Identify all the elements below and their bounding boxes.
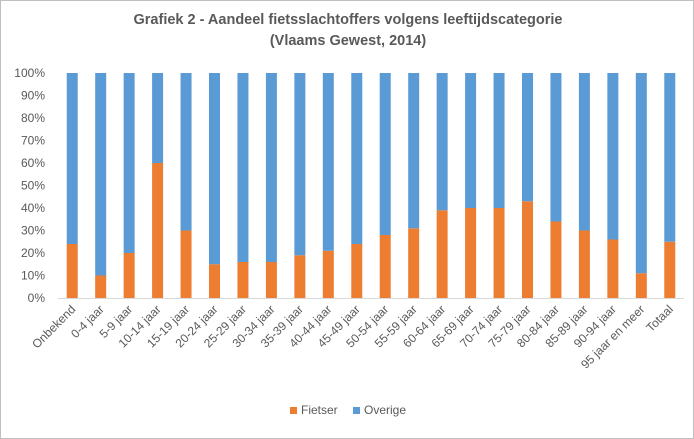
bar-overige-8 [294, 73, 306, 256]
bar-overige-5 [209, 73, 220, 265]
bar-fietser-15 [493, 208, 505, 298]
bar-overige-13 [436, 73, 448, 211]
bar-fietser-21 [664, 241, 676, 298]
bar-fietser-19 [607, 239, 619, 298]
bar-overige-0 [66, 73, 78, 244]
y-tick-label: 90% [21, 89, 45, 103]
bar-fietser-8 [294, 255, 306, 298]
y-tick-label: 50% [21, 179, 45, 193]
bar-fietser-11 [379, 235, 391, 298]
y-tick-label: 10% [21, 269, 45, 283]
chart-title: Grafiek 2 - Aandeel fietsslachtoffers vo… [133, 12, 563, 28]
y-tick-label: 20% [21, 246, 45, 260]
chart-subtitle: (Vlaams Gewest, 2014) [269, 33, 427, 49]
legend-swatch-overige [353, 407, 360, 414]
bar-overige-20 [635, 73, 647, 274]
y-tick-label: 40% [21, 201, 45, 215]
bar-overige-14 [465, 73, 477, 208]
bar-overige-7 [265, 73, 277, 262]
y-tick-label: 80% [21, 111, 45, 125]
bar-overige-1 [95, 73, 107, 276]
bar-fietser-20 [635, 273, 647, 298]
bar-overige-21 [664, 73, 676, 242]
bar-overige-11 [379, 73, 391, 235]
y-axis: 0% 10% 20% 30% 40% 50% 60% 70% 80% 90% 100% [14, 66, 45, 305]
bar-overige-2 [123, 73, 135, 253]
bar-fietser-12 [408, 228, 420, 298]
bar-fietser-4 [180, 230, 192, 298]
y-tick-label: 100% [14, 66, 45, 80]
bar-fietser-18 [578, 230, 590, 298]
legend-label-fietser: Fietser [301, 403, 338, 417]
bar-fietser-10 [351, 244, 363, 298]
bar-overige-3 [152, 73, 164, 163]
bar-overige-15 [493, 73, 505, 208]
x-tick-label: Totaal [643, 302, 676, 335]
bar-overige-19 [607, 73, 619, 240]
y-tick-label: 70% [21, 134, 45, 148]
bar-fietser-0 [66, 244, 78, 298]
bar-overige-4 [180, 73, 192, 231]
y-tick-label: 0% [28, 291, 46, 305]
bar-overige-6 [237, 73, 249, 262]
bar-fietser-1 [95, 275, 107, 298]
bar-fietser-16 [522, 201, 533, 298]
legend-label-overige: Overige [364, 403, 406, 417]
bar-overige-17 [550, 73, 562, 222]
bars [66, 73, 676, 298]
bar-fietser-14 [465, 208, 477, 298]
bar-fietser-6 [237, 262, 249, 298]
bar-fietser-9 [322, 250, 334, 298]
bar-fietser-17 [550, 221, 562, 298]
bar-fietser-7 [265, 262, 277, 298]
y-tick-label: 60% [21, 156, 45, 170]
bar-fietser-5 [209, 264, 220, 298]
bar-fietser-13 [436, 210, 448, 298]
bar-overige-18 [578, 73, 590, 231]
bar-fietser-3 [152, 163, 164, 298]
bar-overige-16 [522, 73, 533, 202]
bar-fietser-2 [123, 253, 135, 298]
legend: Fietser Overige [290, 403, 406, 417]
bar-overige-10 [351, 73, 363, 244]
y-tick-label: 30% [21, 224, 45, 238]
legend-swatch-fietser [290, 407, 297, 414]
bar-overige-12 [408, 73, 420, 229]
bar-overige-9 [322, 73, 334, 251]
